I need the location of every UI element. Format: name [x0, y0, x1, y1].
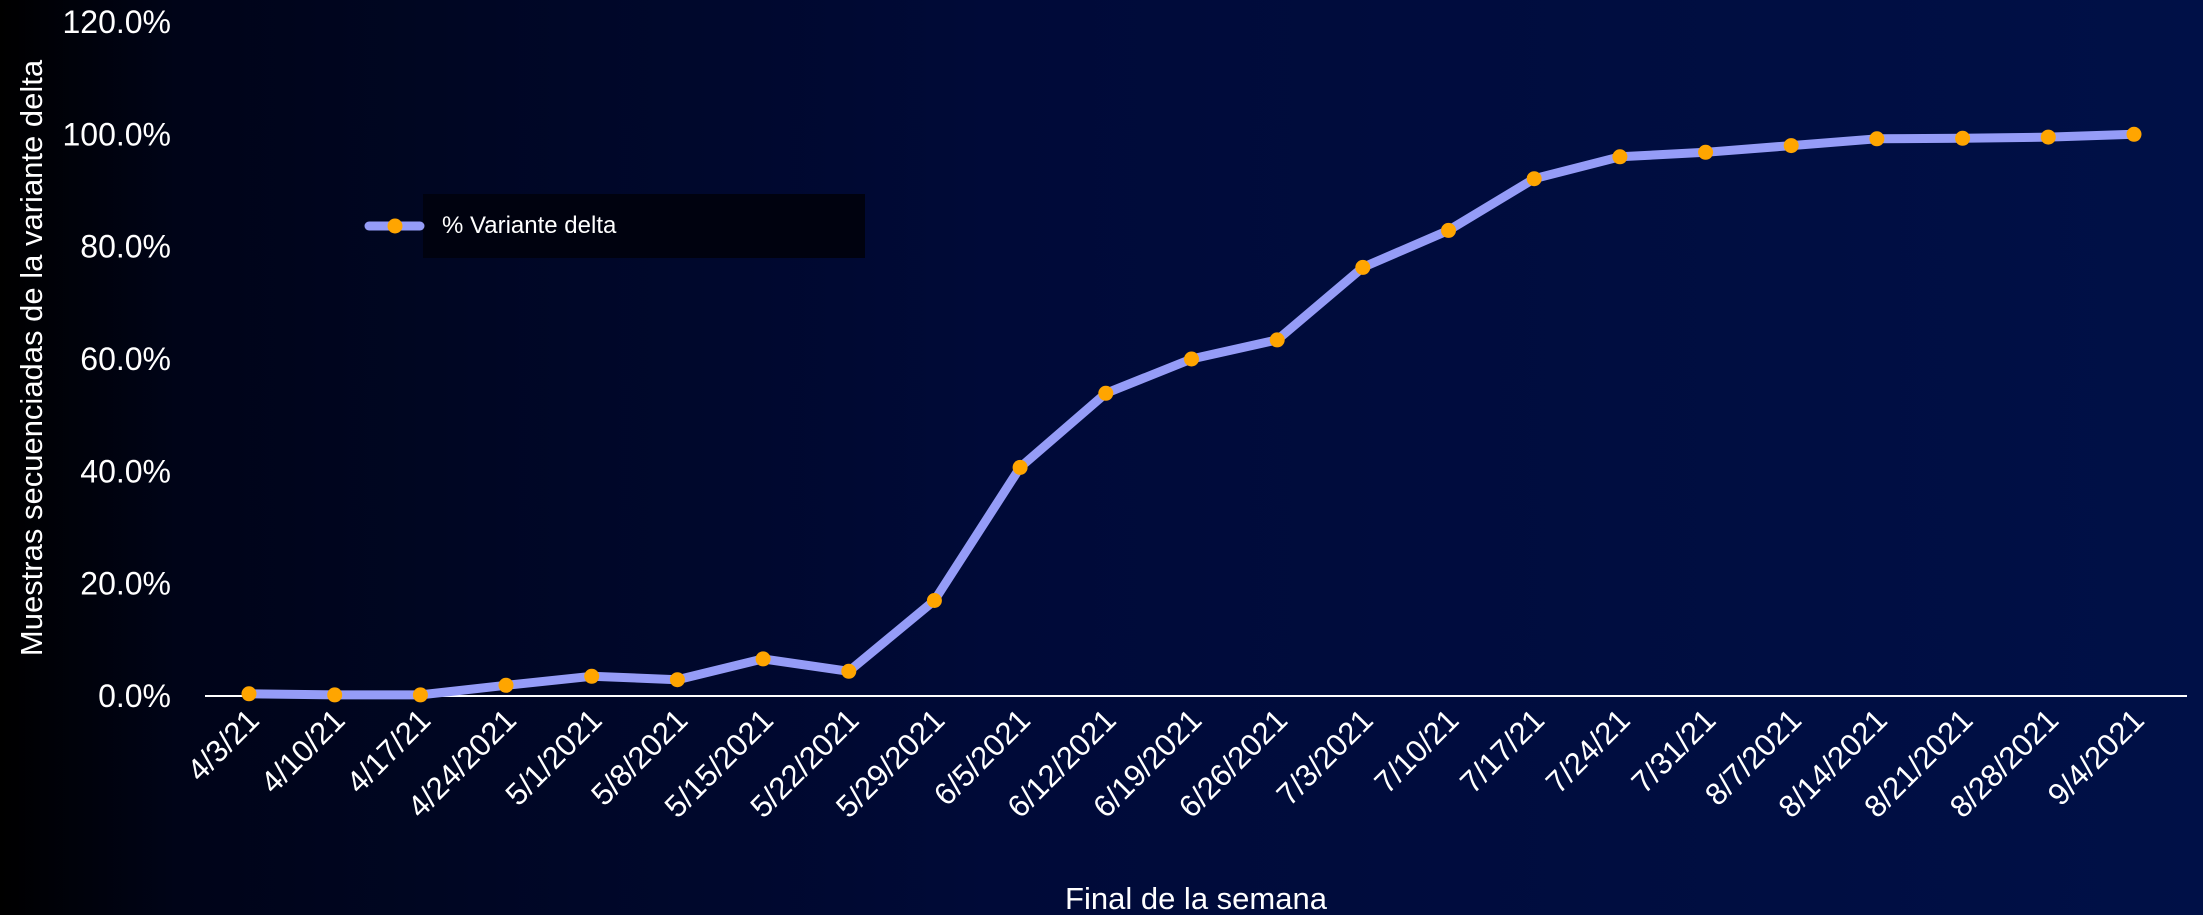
y-tick-label: 20.0% [80, 566, 171, 602]
legend-box [423, 194, 865, 258]
data-point-marker [498, 677, 514, 693]
y-tick-label: 100.0% [62, 116, 171, 152]
y-tick-label: 40.0% [80, 453, 171, 489]
x-tick-label: 4/10/21 [254, 702, 352, 800]
x-tick-label: 7/3/2021 [1270, 702, 1380, 812]
data-point-marker [841, 663, 857, 679]
data-point-marker [926, 593, 942, 608]
data-point-marker [1355, 259, 1371, 275]
data-point-marker [1184, 351, 1199, 367]
data-point-marker [584, 668, 600, 684]
data-point-marker [755, 651, 771, 667]
x-tick-label: 7/17/21 [1453, 702, 1551, 800]
y-tick-label: 0.0% [98, 678, 171, 714]
y-tick-label: 80.0% [80, 229, 171, 265]
data-point-marker [1869, 131, 1885, 147]
data-point-marker [1783, 138, 1799, 154]
legend-marker-swatch [387, 218, 403, 234]
legend: % Variante delta [364, 194, 865, 258]
x-tick-label: 7/10/21 [1368, 702, 1466, 800]
data-point-marker [669, 672, 685, 688]
x-tick-label: 7/24/21 [1539, 702, 1637, 800]
data-point-marker [1269, 332, 1285, 348]
series-markers [241, 126, 2142, 703]
y-axis-title: Muestras secuenciadas de la variante del… [14, 59, 49, 656]
y-tick-label: 60.0% [80, 341, 171, 377]
data-point-marker [2040, 129, 2056, 145]
data-point-marker [1526, 171, 1542, 187]
data-point-marker [2126, 126, 2142, 142]
legend-label: % Variante delta [442, 212, 617, 239]
y-axis-ticks: 0.0% 20.0% 40.0% 60.0% 80.0% 100.0% 120.0% [62, 4, 171, 714]
x-axis-ticks: 4/3/214/10/214/17/214/24/20215/1/20215/8… [180, 702, 2151, 824]
data-point-marker [412, 687, 428, 703]
data-point-marker [1441, 222, 1456, 238]
data-point-marker [327, 687, 343, 703]
data-point-marker [1098, 385, 1114, 401]
data-point-marker [1698, 144, 1714, 160]
x-tick-label: 9/4/2021 [2041, 702, 2151, 812]
x-axis-title: Final de la semana [1065, 881, 1328, 915]
data-point-marker [1955, 130, 1971, 146]
data-point-marker [1012, 459, 1028, 475]
y-tick-label: 120.0% [62, 4, 171, 40]
data-point-marker [1612, 149, 1628, 165]
data-point-marker [241, 686, 257, 702]
